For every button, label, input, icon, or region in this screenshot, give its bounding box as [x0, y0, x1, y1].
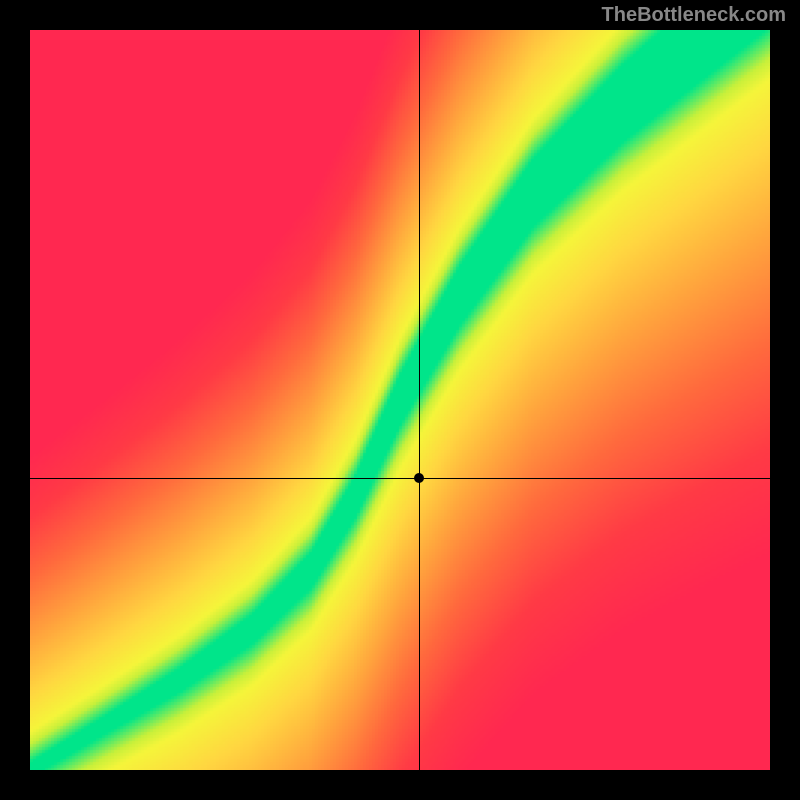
heatmap-canvas	[30, 30, 770, 770]
watermark-text: TheBottleneck.com	[602, 4, 786, 27]
crosshair-horizontal	[30, 478, 770, 479]
chart-container: TheBottleneck.com	[0, 0, 800, 800]
crosshair-vertical	[419, 30, 420, 770]
crosshair-marker	[414, 473, 424, 483]
plot-area	[30, 30, 770, 770]
